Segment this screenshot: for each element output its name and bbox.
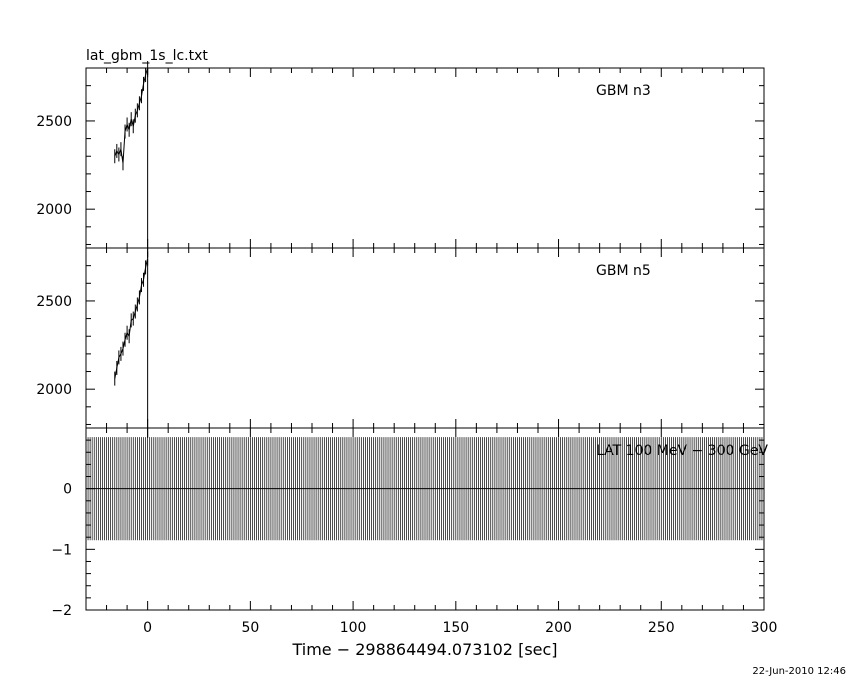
panel-2: 2000 2500 GBM n5	[36, 247, 765, 438]
x-tick-label: 200	[545, 620, 572, 636]
panel-label: GBM n3	[596, 83, 651, 99]
x-tick-label: 300	[751, 620, 778, 636]
y-tick-label: 2500	[36, 114, 72, 130]
panel-3: −2 −1 0 LAT 100 MeV − 300 GeV	[51, 427, 768, 619]
y-tick-label: 2500	[36, 294, 72, 310]
panel-label: LAT 100 MeV − 300 GeV	[596, 443, 768, 459]
x-tick-label: 50	[241, 620, 259, 636]
y-tick-label: 0	[63, 482, 72, 498]
panel-frame	[85, 67, 765, 249]
y-tick-label: −1	[51, 542, 72, 558]
chart-title: lat_gbm_1s_lc.txt	[86, 48, 208, 64]
x-tick-label: 100	[340, 620, 367, 636]
timestamp: 22-Jun-2010 12:46	[752, 666, 846, 677]
x-axis-label: Time − 298864494.073102 [sec]	[291, 640, 557, 659]
panel-label: GBM n5	[596, 263, 651, 279]
panel-1: 2000 2500 GBM n3	[36, 61, 765, 258]
y-tick-label: −2	[51, 603, 72, 619]
y-tick-label: 2000	[36, 202, 72, 218]
x-tick-label: 150	[442, 620, 469, 636]
panel-frame	[85, 247, 765, 429]
x-tick-label: 0	[143, 620, 152, 636]
x-tick-label: 250	[648, 620, 675, 636]
y-tick-label: 2000	[36, 382, 72, 398]
